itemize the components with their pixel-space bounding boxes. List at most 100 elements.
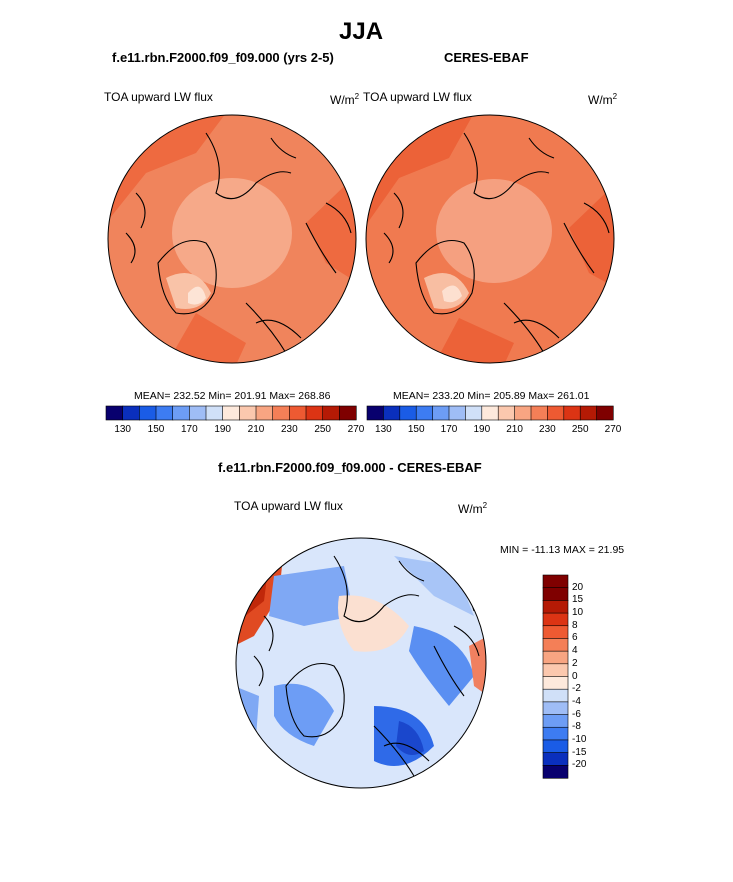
colorbar-tick-label: 190: [473, 424, 491, 435]
colorbar-tick-label: 250: [571, 424, 589, 435]
colorbar-swatch: [596, 405, 614, 421]
right-unit-exp: 2: [612, 92, 618, 101]
colorbar-swatch: [542, 574, 569, 589]
right-colorbar: [366, 405, 614, 421]
right-map-warm-region-south: [434, 318, 514, 363]
right-map-border: [365, 114, 615, 364]
colorbar-tick-label: -20: [572, 759, 587, 771]
colorbar-tick-label: 150: [147, 424, 165, 435]
left-panel-variable-label: TOA upward LW flux: [104, 90, 213, 104]
colorbar-swatch: [542, 676, 569, 690]
diff-colorbar: [542, 574, 569, 779]
colorbar-tick-label: 170: [440, 424, 458, 435]
right-panel-variable-label: TOA upward LW flux: [363, 90, 472, 104]
colorbar-swatch: [465, 405, 483, 421]
colorbar-swatch: [239, 405, 257, 421]
colorbar-swatch: [155, 405, 174, 421]
colorbar-swatch: [172, 405, 190, 421]
colorbar-swatch: [122, 405, 140, 421]
colorbar-swatch: [542, 587, 569, 601]
colorbar-tick-label: 6: [572, 632, 578, 644]
colorbar-swatch: [272, 405, 290, 421]
colorbar-tick-label: -2: [572, 683, 581, 695]
left-panel-units: W/m2: [330, 92, 359, 107]
left-unit-base: W/m: [330, 93, 355, 107]
colorbar-tick-label: 2: [572, 657, 578, 669]
colorbar-swatch: [542, 638, 569, 652]
colorbar-swatch: [383, 405, 401, 421]
diff-map-cool-greenland: [274, 683, 334, 746]
colorbar-swatch: [222, 405, 240, 421]
left-unit-exp: 2: [354, 92, 360, 101]
colorbar-swatch: [542, 739, 569, 754]
colorbar-tick-label: -10: [572, 733, 587, 745]
colorbar-swatch: [542, 765, 569, 779]
diff-map-cool-east: [409, 626, 474, 706]
colorbar-swatch: [542, 714, 569, 728]
right-polar-map: [365, 114, 615, 364]
colorbar-tick-label: 130: [375, 424, 392, 435]
colorbar-tick-label: 230: [280, 424, 298, 435]
colorbar-swatch: [514, 405, 532, 421]
colorbar-tick-label: 150: [407, 424, 425, 435]
colorbar-swatch: [542, 625, 569, 640]
colorbar-tick-label: 170: [180, 424, 198, 435]
colorbar-tick-label: 230: [539, 424, 556, 435]
right-map-coastlines: [383, 132, 610, 354]
colorbar-swatch: [399, 405, 417, 421]
colorbar-swatch: [542, 701, 569, 716]
colorbar-swatch: [497, 405, 516, 421]
right-map-polar-cool: [436, 179, 552, 283]
diff-map-polar-warm: [338, 595, 409, 652]
right-map-warm-region-east: [569, 183, 614, 288]
diff-map-warm-east: [469, 636, 486, 696]
colorbar-tick-label: -6: [572, 708, 581, 720]
colorbar-swatch: [189, 405, 207, 421]
right-unit-base: W/m: [588, 93, 613, 107]
colorbar-swatch: [448, 405, 467, 421]
colorbar-swatch: [542, 752, 569, 766]
colorbar-tick-label: 210: [247, 424, 265, 435]
left-colorbar: [105, 405, 357, 421]
diff-map-coldest: [396, 721, 424, 755]
diff-panel-variable-label: TOA upward LW flux: [234, 499, 343, 513]
diff-panel-minmax: MIN = -11.13 MAX = 21.95: [500, 544, 625, 556]
left-panel-stats: MEAN= 232.52 Min= 201.91 Max= 268.86: [134, 390, 331, 402]
diff-unit-exp: 2: [482, 501, 488, 510]
colorbar-tick-label: 130: [114, 424, 131, 435]
left-polar-map: [107, 114, 357, 364]
colorbar-swatch: [205, 405, 224, 421]
page-title: JJA: [339, 18, 384, 45]
colorbar-swatch: [542, 663, 569, 678]
colorbar-tick-label: 250: [314, 424, 331, 435]
colorbar-swatch: [579, 405, 598, 421]
right-panel-units: W/m2: [588, 92, 617, 107]
colorbar-tick-label: 10: [572, 607, 584, 619]
colorbar-swatch: [105, 405, 124, 421]
colorbar-swatch: [542, 600, 569, 614]
diff-polar-map: [235, 537, 487, 789]
colorbar-tick-label: 190: [214, 424, 231, 435]
colorbar-swatch: [289, 405, 307, 421]
diff-panel-units: W/m2: [458, 501, 487, 516]
diff-unit-base: W/m: [458, 502, 483, 516]
colorbar-swatch: [415, 405, 434, 421]
left-map-warm-region-south: [166, 313, 246, 363]
right-map-greenland-core: [442, 285, 462, 303]
colorbar-swatch: [481, 405, 499, 421]
colorbar-swatch: [255, 405, 274, 421]
colorbar-tick-label: 270: [604, 424, 622, 435]
colorbar-swatch: [322, 405, 340, 421]
colorbar-tick-label: 0: [572, 670, 578, 682]
diff-map-coastlines: [253, 555, 480, 777]
colorbar-swatch: [542, 612, 569, 627]
right-panel-subtitle: CERES-EBAF: [444, 50, 529, 65]
diff-map-cool-sw: [236, 686, 259, 776]
left-map-warm-region-east: [306, 173, 356, 283]
colorbar-tick-label: 4: [572, 645, 578, 657]
colorbar-swatch: [542, 650, 569, 665]
colorbar-swatch: [547, 405, 565, 421]
colorbar-tick-label: 8: [572, 619, 578, 631]
left-panel-subtitle: f.e11.rbn.F2000.f09_f09.000 (yrs 2-5): [112, 50, 334, 65]
colorbar-swatch: [366, 405, 385, 421]
